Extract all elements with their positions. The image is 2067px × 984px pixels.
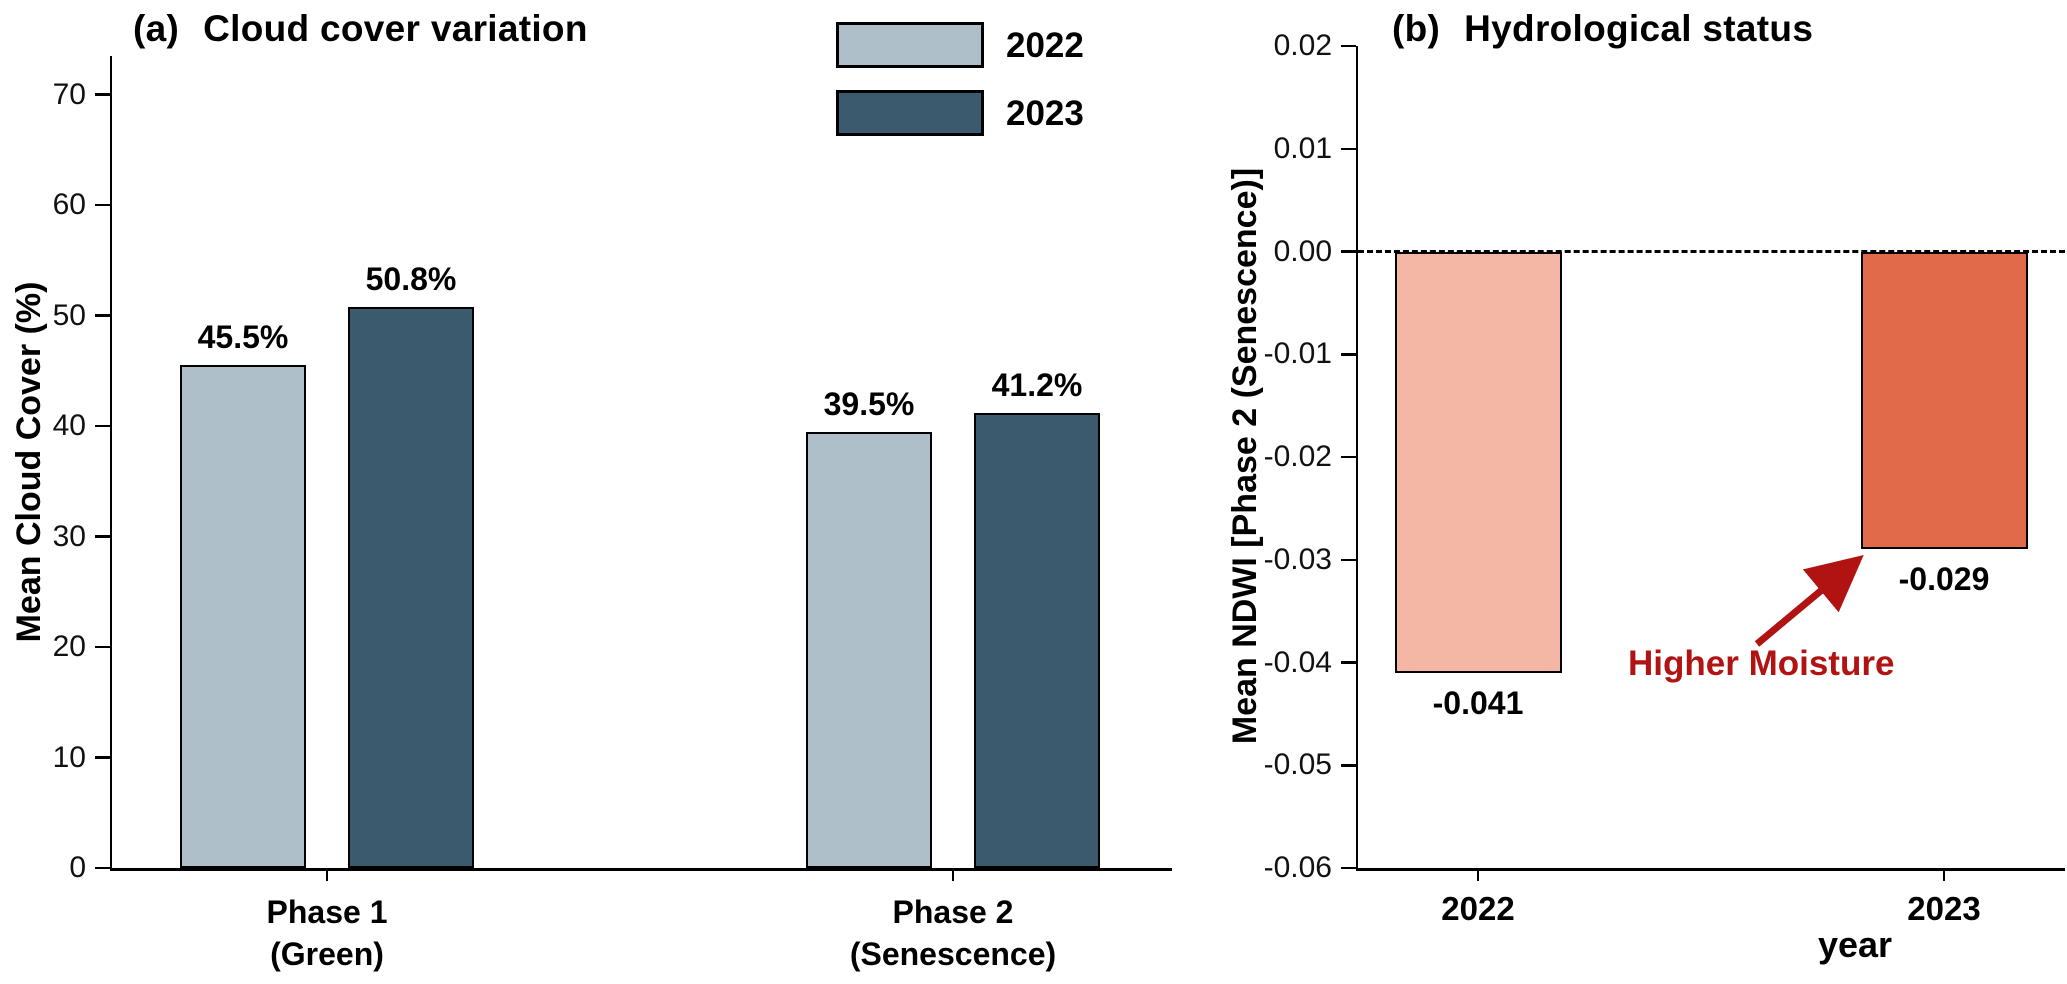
legend: 2022 2023 xyxy=(836,22,1084,136)
panel-a-y-tick xyxy=(95,203,110,207)
panel-b-y-tick xyxy=(1341,661,1356,664)
panel-a-ylabel: Mean Cloud Cover (%) xyxy=(10,281,48,643)
zero-line xyxy=(1358,250,2065,253)
panel-b-y-tick xyxy=(1341,44,1356,48)
panel-b-title-tag: (b) xyxy=(1392,8,1441,49)
panel-a-y-tick xyxy=(95,314,110,317)
panel-b-y-tick xyxy=(1341,250,1356,253)
panel-a-y-tick xyxy=(95,866,110,870)
panel-b-y-tick-label: 0.02 xyxy=(1273,29,1332,62)
panel-a-y-tick xyxy=(95,756,110,759)
panel-b-y-tick xyxy=(1341,147,1356,150)
panel-b-x-axis xyxy=(1355,868,2065,871)
panel-a-bar-2022-group2 xyxy=(806,431,932,868)
panel-a-y-tick-label: 20 xyxy=(52,630,86,664)
panel-b-y-tick-label: -0.05 xyxy=(1263,748,1332,782)
panel-a-title: (a) Cloud cover variation xyxy=(133,8,588,50)
panel-b-y-tick-label: -0.04 xyxy=(1263,645,1332,679)
legend-item-2022: 2022 xyxy=(836,22,1084,68)
panel-b-title: (b) Hydrological status xyxy=(1392,8,1813,50)
panel-a-bar-2022-group1 xyxy=(180,365,306,868)
panel-a-y-tick-label: 30 xyxy=(52,519,86,553)
panel-b-y-axis xyxy=(1355,46,1358,871)
panel-a-title-text: Cloud cover variation xyxy=(203,8,588,49)
legend-swatch-2022 xyxy=(836,22,984,68)
panel-b-x-tick-label: 2023 xyxy=(1907,890,1981,927)
panel-b-ylabel: Mean NDWI [Phase 2 (Senescence)] xyxy=(1226,167,1264,745)
panel-a-y-tick-label: 40 xyxy=(52,409,86,443)
panel-b-y-tick-label: 0.01 xyxy=(1273,131,1332,165)
panel-a-x-tick-label: Phase 1 (Green) xyxy=(266,894,388,972)
panel-b-y-tick-label: 0.00 xyxy=(1273,234,1332,268)
panel-a-y-tick-label: 50 xyxy=(52,298,86,332)
legend-label-2022: 2022 xyxy=(1006,25,1084,65)
panel-a-y-tick-label: 60 xyxy=(52,188,86,222)
panel-a-y-axis xyxy=(109,56,112,871)
panel-b-x-tick-label: 2022 xyxy=(1441,890,1515,927)
panel-b-y-tick xyxy=(1341,353,1356,356)
panel-a-y-tick-label: 10 xyxy=(52,740,86,774)
legend-label-2023: 2023 xyxy=(1006,93,1084,133)
bar-value-label: -0.041 xyxy=(1432,684,1524,721)
panel-b-y-tick-label: -0.02 xyxy=(1263,440,1332,473)
panel-b-x-tick xyxy=(1476,868,1480,881)
bar-value-label: -0.029 xyxy=(1898,561,1990,598)
annotation-higher-moisture: Higher Moisture xyxy=(1628,644,1895,683)
panel-b-y-tick-label: -0.01 xyxy=(1263,337,1332,371)
annotation-arrow xyxy=(1754,555,1864,647)
panel-a-y-tick-label: 70 xyxy=(52,77,86,111)
legend-item-2023: 2023 xyxy=(836,90,1084,136)
panel-b-y-tick-label: -0.06 xyxy=(1263,851,1332,884)
panel-b-y-tick xyxy=(1341,866,1356,870)
panel-a-y-tick xyxy=(95,645,110,649)
panel-b-y-tick xyxy=(1341,455,1356,459)
panel-b-x-tick xyxy=(1942,868,1946,881)
panel-a-y-tick xyxy=(95,424,110,428)
panel-a-title-tag: (a) xyxy=(133,8,180,49)
panel-b-bar-2022 xyxy=(1394,251,1562,673)
panel-b-y-tick-label: -0.03 xyxy=(1263,542,1332,576)
panel-a-bar-2023-group1 xyxy=(348,306,474,868)
bar-value-label: 39.5% xyxy=(823,385,915,422)
panel-a-y-tick xyxy=(95,535,110,538)
panel-b-y-tick xyxy=(1341,764,1356,767)
panel-a-x-tick xyxy=(325,868,329,881)
bar-value-label: 50.8% xyxy=(365,260,457,297)
panel-a-y-tick-label: 0 xyxy=(69,851,86,884)
panel-a-x-axis xyxy=(109,868,1172,871)
legend-swatch-2023 xyxy=(836,90,984,136)
panel-b-y-tick xyxy=(1341,558,1356,561)
panel-a-x-tick-label: Phase 2 (Senescence) xyxy=(849,894,1057,972)
panel-b-bar-2023 xyxy=(1860,251,2028,550)
panel-a-y-tick xyxy=(95,93,110,96)
panel-b-title-text: Hydrological status xyxy=(1464,8,1814,49)
bar-value-label: 45.5% xyxy=(197,319,289,356)
panel-a-x-tick xyxy=(951,868,955,881)
panel-a-bar-2023-group2 xyxy=(974,412,1100,868)
panel-b-xlabel: year xyxy=(1817,924,1893,965)
bar-value-label: 41.2% xyxy=(991,366,1083,403)
